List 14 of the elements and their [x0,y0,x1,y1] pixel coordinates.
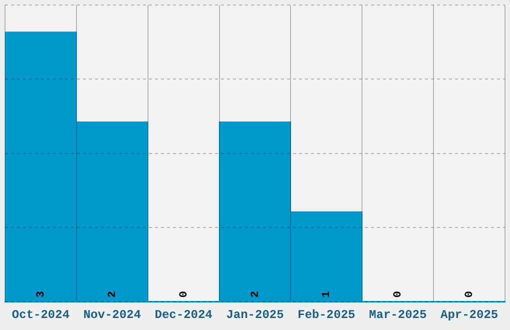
x-tick-label: Feb-2025 [298,308,356,322]
data-label: 1 [321,290,334,298]
x-tick-label: Dec-2024 [154,308,212,322]
data-label: 0 [392,290,405,298]
data-label: 2 [106,290,119,298]
data-label: 2 [250,290,262,298]
x-tick-label: Oct-2024 [12,308,70,322]
data-label: 0 [178,290,190,298]
x-tick-label: Jan-2025 [226,308,284,322]
x-tick-label: Apr-2025 [440,308,498,322]
data-label: 3 [35,290,48,298]
x-tick-label: Mar-2025 [369,308,427,322]
x-tick-label: Nov-2024 [83,308,141,322]
data-label: 0 [464,290,476,298]
